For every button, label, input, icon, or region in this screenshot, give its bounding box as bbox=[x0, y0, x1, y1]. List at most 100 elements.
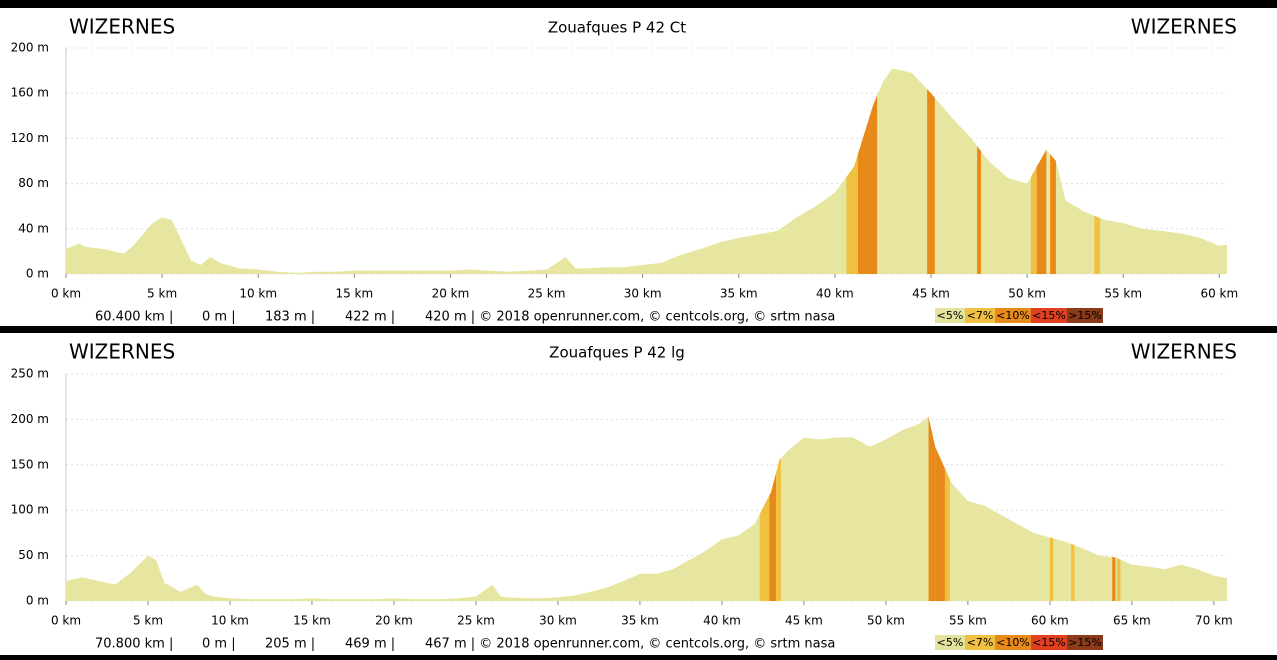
legend-label: >15% bbox=[1068, 636, 1102, 649]
x-tick-label: 65 km bbox=[1113, 614, 1151, 628]
legend-swatch bbox=[995, 308, 1031, 323]
legend-label: <5% bbox=[937, 309, 964, 322]
legend-swatch bbox=[1067, 308, 1103, 323]
gradient-section bbox=[928, 416, 936, 601]
x-tick-label: 25 km bbox=[528, 287, 566, 301]
stat: 469 m | bbox=[345, 637, 395, 652]
gradient-section bbox=[935, 416, 945, 601]
x-tick-label: 60 km bbox=[1031, 614, 1069, 628]
gradient-section bbox=[869, 68, 878, 274]
y-tick-label: 250 m bbox=[11, 367, 49, 381]
legend-swatch bbox=[1067, 635, 1103, 650]
x-tick-label: 70 km bbox=[1195, 614, 1233, 628]
gradient-section bbox=[769, 416, 777, 601]
gradient-section bbox=[846, 68, 858, 274]
gradient-section bbox=[977, 68, 981, 274]
gradient-section bbox=[1030, 68, 1037, 274]
gradient-section bbox=[927, 68, 935, 274]
legend-label: >15% bbox=[1068, 309, 1102, 322]
legend-label: <7% bbox=[967, 636, 994, 649]
legend-swatch bbox=[935, 635, 965, 650]
end-label: WIZERNES bbox=[1131, 15, 1237, 39]
x-tick-label: 5 km bbox=[133, 614, 163, 628]
y-tick-label: 120 m bbox=[11, 131, 49, 145]
legend-label: <15% bbox=[1032, 636, 1066, 649]
x-tick-label: 60 km bbox=[1200, 287, 1238, 301]
y-tick-label: 50 m bbox=[18, 548, 49, 562]
y-tick-label: 0 m bbox=[26, 594, 49, 608]
legend-swatch bbox=[935, 308, 965, 323]
divider-bar bbox=[0, 326, 1277, 333]
x-tick-label: 50 km bbox=[1008, 287, 1046, 301]
y-tick-label: 200 m bbox=[11, 412, 49, 426]
stat: 0 m | bbox=[202, 637, 236, 652]
y-tick-label: 80 m bbox=[18, 176, 49, 190]
x-tick-label: 45 km bbox=[912, 287, 950, 301]
gradient-section bbox=[857, 68, 870, 274]
legend-swatch bbox=[995, 635, 1031, 650]
x-tick-label: 50 km bbox=[867, 614, 905, 628]
x-tick-label: 15 km bbox=[335, 287, 373, 301]
x-tick-label: 10 km bbox=[211, 614, 249, 628]
stat: 60.400 km | bbox=[95, 310, 173, 325]
x-tick-label: 35 km bbox=[621, 614, 659, 628]
bottom-bar bbox=[0, 655, 1277, 660]
gradient-section bbox=[759, 416, 770, 601]
elevation-area bbox=[66, 68, 1227, 274]
x-tick-label: 20 km bbox=[432, 287, 470, 301]
y-tick-label: 150 m bbox=[11, 457, 49, 471]
gradient-section bbox=[1071, 416, 1075, 601]
x-tick-label: 35 km bbox=[720, 287, 758, 301]
gradient-section bbox=[1049, 416, 1054, 601]
legend-swatch bbox=[1031, 635, 1067, 650]
y-tick-label: 100 m bbox=[11, 503, 49, 517]
stat: 467 m | © 2018 openrunner.com, © centcol… bbox=[425, 637, 835, 652]
y-tick-label: 40 m bbox=[18, 221, 49, 235]
stat: 420 m | © 2018 openrunner.com, © centcol… bbox=[425, 310, 835, 325]
legend-label: <10% bbox=[996, 309, 1030, 322]
legend-label: <10% bbox=[996, 636, 1030, 649]
y-tick-label: 200 m bbox=[11, 41, 49, 55]
x-tick-label: 30 km bbox=[539, 614, 577, 628]
x-tick-label: 40 km bbox=[703, 614, 741, 628]
chart-title: Zouafques P 42 lg bbox=[549, 344, 685, 362]
x-tick-label: 55 km bbox=[949, 614, 987, 628]
legend-swatch bbox=[965, 635, 995, 650]
legend-swatch bbox=[965, 308, 995, 323]
gradient-section bbox=[1036, 68, 1047, 274]
gradient-section bbox=[1050, 68, 1056, 274]
stat: 205 m | bbox=[265, 637, 315, 652]
x-tick-label: 25 km bbox=[457, 614, 495, 628]
x-tick-label: 30 km bbox=[624, 287, 662, 301]
x-tick-label: 5 km bbox=[147, 287, 177, 301]
gradient-section bbox=[1112, 416, 1116, 601]
x-tick-label: 55 km bbox=[1104, 287, 1142, 301]
y-tick-label: 0 m bbox=[26, 267, 49, 281]
end-label: WIZERNES bbox=[1131, 340, 1237, 364]
gradient-section bbox=[1117, 416, 1121, 601]
x-tick-label: 20 km bbox=[375, 614, 413, 628]
y-tick-label: 160 m bbox=[11, 86, 49, 100]
start-label: WIZERNES bbox=[69, 15, 175, 39]
x-tick-label: 0 km bbox=[51, 614, 81, 628]
stat: 183 m | bbox=[265, 310, 315, 325]
x-tick-label: 10 km bbox=[239, 287, 277, 301]
legend-label: <7% bbox=[967, 309, 994, 322]
stat: 70.800 km | bbox=[95, 637, 173, 652]
chart-title: Zouafques P 42 Ct bbox=[548, 19, 686, 37]
start-label: WIZERNES bbox=[69, 340, 175, 364]
x-tick-label: 15 km bbox=[293, 614, 331, 628]
legend-label: <5% bbox=[937, 636, 964, 649]
gradient-section bbox=[944, 416, 950, 601]
stat: 422 m | bbox=[345, 310, 395, 325]
x-tick-label: 0 km bbox=[51, 287, 81, 301]
gradient-section bbox=[776, 416, 781, 601]
top-bar bbox=[0, 0, 1277, 8]
x-tick-label: 45 km bbox=[785, 614, 823, 628]
stat: 0 m | bbox=[202, 310, 236, 325]
gradient-section bbox=[1094, 68, 1101, 274]
legend-swatch bbox=[1031, 308, 1067, 323]
x-tick-label: 40 km bbox=[816, 287, 854, 301]
legend-label: <15% bbox=[1032, 309, 1066, 322]
